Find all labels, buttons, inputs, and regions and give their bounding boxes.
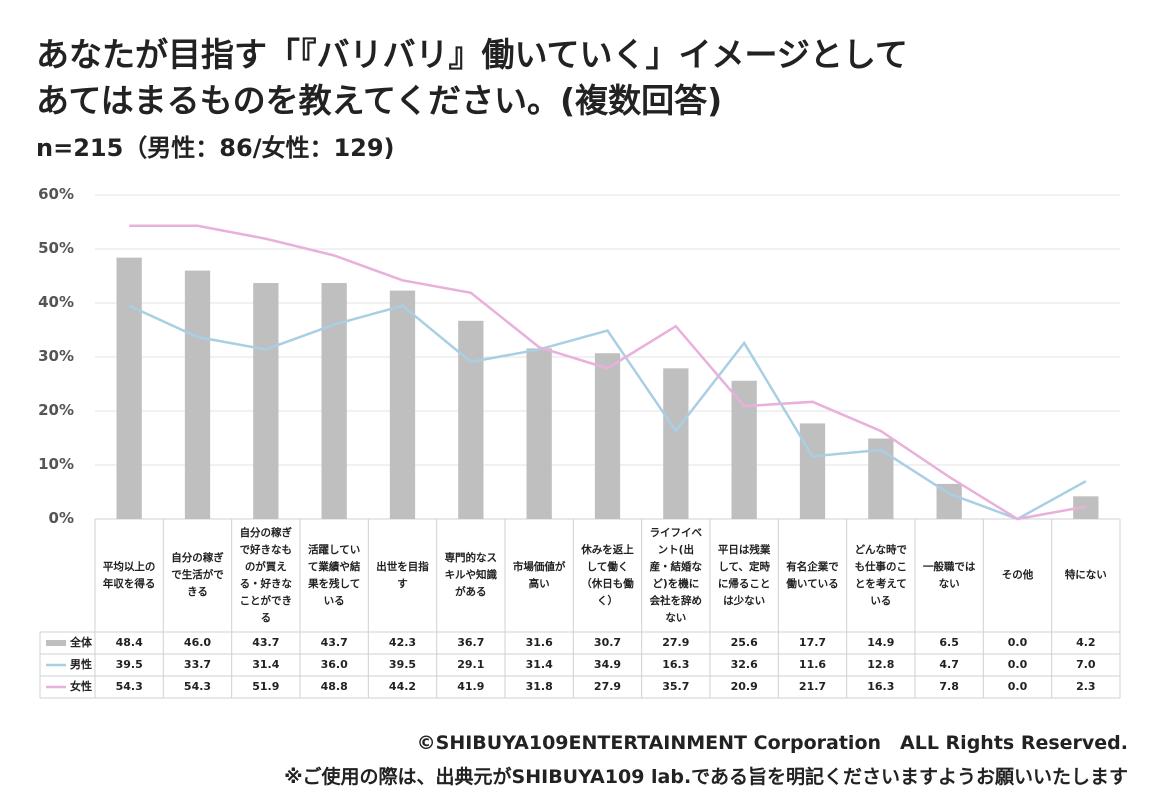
notice: ※ご使用の際は、出典元がSHIBUYA109 lab.である旨を明記くださいます… bbox=[284, 766, 1128, 788]
table-value: 43.7 bbox=[252, 636, 280, 649]
y-tick-label: 0% bbox=[48, 509, 74, 527]
x-tick-label: どんな時でも仕事のことを考えている bbox=[854, 543, 908, 607]
x-tick-label: 自分の稼ぎで生活ができる bbox=[171, 552, 224, 598]
x-tick-label: 一般職ではない bbox=[922, 560, 976, 590]
table-value: 39.5 bbox=[388, 658, 417, 671]
table-value: 25.6 bbox=[730, 636, 758, 649]
bar bbox=[594, 353, 621, 519]
table-value: 0.0 bbox=[1007, 680, 1028, 693]
legend-swatch bbox=[46, 640, 66, 646]
x-tick-label: 平日は残業して、定時に帰ることは少ない bbox=[717, 543, 771, 607]
table-value: 51.9 bbox=[252, 680, 280, 693]
table-value: 7.0 bbox=[1076, 658, 1096, 671]
y-tick-label: 30% bbox=[38, 347, 74, 365]
table-value: 6.5 bbox=[939, 636, 959, 649]
table-value: 14.9 bbox=[867, 636, 895, 649]
x-tick-label: 活躍していて業績や結果を残している bbox=[307, 543, 361, 607]
x-tick-label: 出世を目指す bbox=[376, 560, 429, 590]
table-value: 31.6 bbox=[525, 636, 553, 649]
table-value: 46.0 bbox=[183, 636, 212, 649]
bar bbox=[526, 348, 552, 519]
table-value: 4.2 bbox=[1076, 636, 1096, 649]
y-tick-label: 10% bbox=[38, 455, 74, 473]
chart-subtitle: n=215（男性：86/女性：129) bbox=[36, 134, 395, 162]
x-tick-label: 平均以上の年収を得る bbox=[102, 560, 156, 590]
table-value: 11.6 bbox=[798, 658, 827, 671]
bar bbox=[936, 483, 962, 519]
table-value: 35.7 bbox=[662, 680, 690, 693]
table-value: 0.0 bbox=[1007, 658, 1028, 671]
table-value: 12.8 bbox=[867, 658, 895, 671]
bar bbox=[868, 438, 894, 519]
bar bbox=[458, 320, 484, 519]
y-tick-label: 40% bbox=[38, 293, 74, 311]
table-value: 36.0 bbox=[320, 658, 348, 671]
y-tick-label: 20% bbox=[38, 401, 74, 419]
x-tick-label: 市場価値が高い bbox=[512, 560, 566, 590]
chart-title: あなたが目指す「『バリバリ』働いていく」イメージとして bbox=[36, 35, 908, 74]
table-value: 30.7 bbox=[593, 636, 622, 649]
table-value: 41.9 bbox=[457, 680, 485, 693]
table-value: 29.1 bbox=[457, 658, 485, 671]
bar bbox=[663, 368, 689, 519]
table-value: 20.9 bbox=[730, 680, 758, 693]
bar bbox=[253, 283, 279, 519]
chart-title: あてはまるものを教えてください。(複数回答) bbox=[36, 81, 723, 120]
y-tick-label: 60% bbox=[38, 185, 74, 203]
x-tick-label: 特にない bbox=[1064, 569, 1107, 581]
table-value: 16.3 bbox=[662, 658, 690, 671]
table-value: 31.4 bbox=[252, 658, 280, 671]
legend-label: 全体 bbox=[70, 636, 92, 649]
bar bbox=[389, 290, 416, 519]
x-tick-label: 自分の稼ぎで好きなものが買える・好きなことができる bbox=[239, 526, 293, 624]
table-value: 21.7 bbox=[798, 680, 827, 693]
table-value: 48.4 bbox=[115, 636, 143, 649]
table-value: 32.6 bbox=[730, 658, 758, 671]
bar bbox=[731, 380, 757, 519]
table-value: 27.9 bbox=[662, 636, 690, 649]
table-value: 2.3 bbox=[1076, 680, 1096, 693]
line-series bbox=[128, 304, 1087, 521]
table-value: 7.8 bbox=[939, 680, 959, 693]
table-value: 54.3 bbox=[115, 680, 143, 693]
table-value: 4.7 bbox=[939, 658, 959, 671]
bar bbox=[116, 257, 142, 519]
table-value: 31.4 bbox=[525, 658, 553, 671]
table-value: 43.7 bbox=[320, 636, 348, 649]
legend-label: 男性 bbox=[70, 658, 92, 671]
table-value: 54.3 bbox=[183, 680, 212, 693]
legend-label: 女性 bbox=[70, 680, 92, 693]
table-value: 27.9 bbox=[593, 680, 622, 693]
bar bbox=[184, 270, 211, 519]
x-tick-label: その他 bbox=[1001, 569, 1034, 581]
table-value: 17.7 bbox=[798, 636, 827, 649]
bar bbox=[799, 423, 826, 519]
table-value: 44.2 bbox=[388, 680, 417, 693]
table-value: 0.0 bbox=[1007, 636, 1028, 649]
table-value: 33.7 bbox=[183, 658, 212, 671]
x-tick-label: 休みを返上して働く（休日も働く） bbox=[581, 543, 634, 607]
line-series bbox=[129, 224, 1087, 521]
table-value: 39.5 bbox=[115, 658, 143, 671]
x-tick-label: 専門的なスキルや知識がある bbox=[444, 552, 498, 598]
table-value: 31.8 bbox=[525, 680, 553, 693]
bar bbox=[321, 283, 347, 519]
table-value: 42.3 bbox=[388, 636, 417, 649]
x-tick-label: ライフイベント(出産・結婚など)を機に会社を辞めない bbox=[649, 526, 703, 624]
table-value: 34.9 bbox=[593, 658, 622, 671]
table-value: 36.7 bbox=[457, 636, 485, 649]
x-tick-label: 有名企業で働いている bbox=[786, 560, 839, 590]
table-value: 48.8 bbox=[320, 680, 348, 693]
y-tick-label: 50% bbox=[38, 239, 74, 257]
table-value: 16.3 bbox=[867, 680, 895, 693]
copyright: ©SHIBUYA109ENTERTAINMENT Corporation ALL… bbox=[416, 732, 1128, 754]
